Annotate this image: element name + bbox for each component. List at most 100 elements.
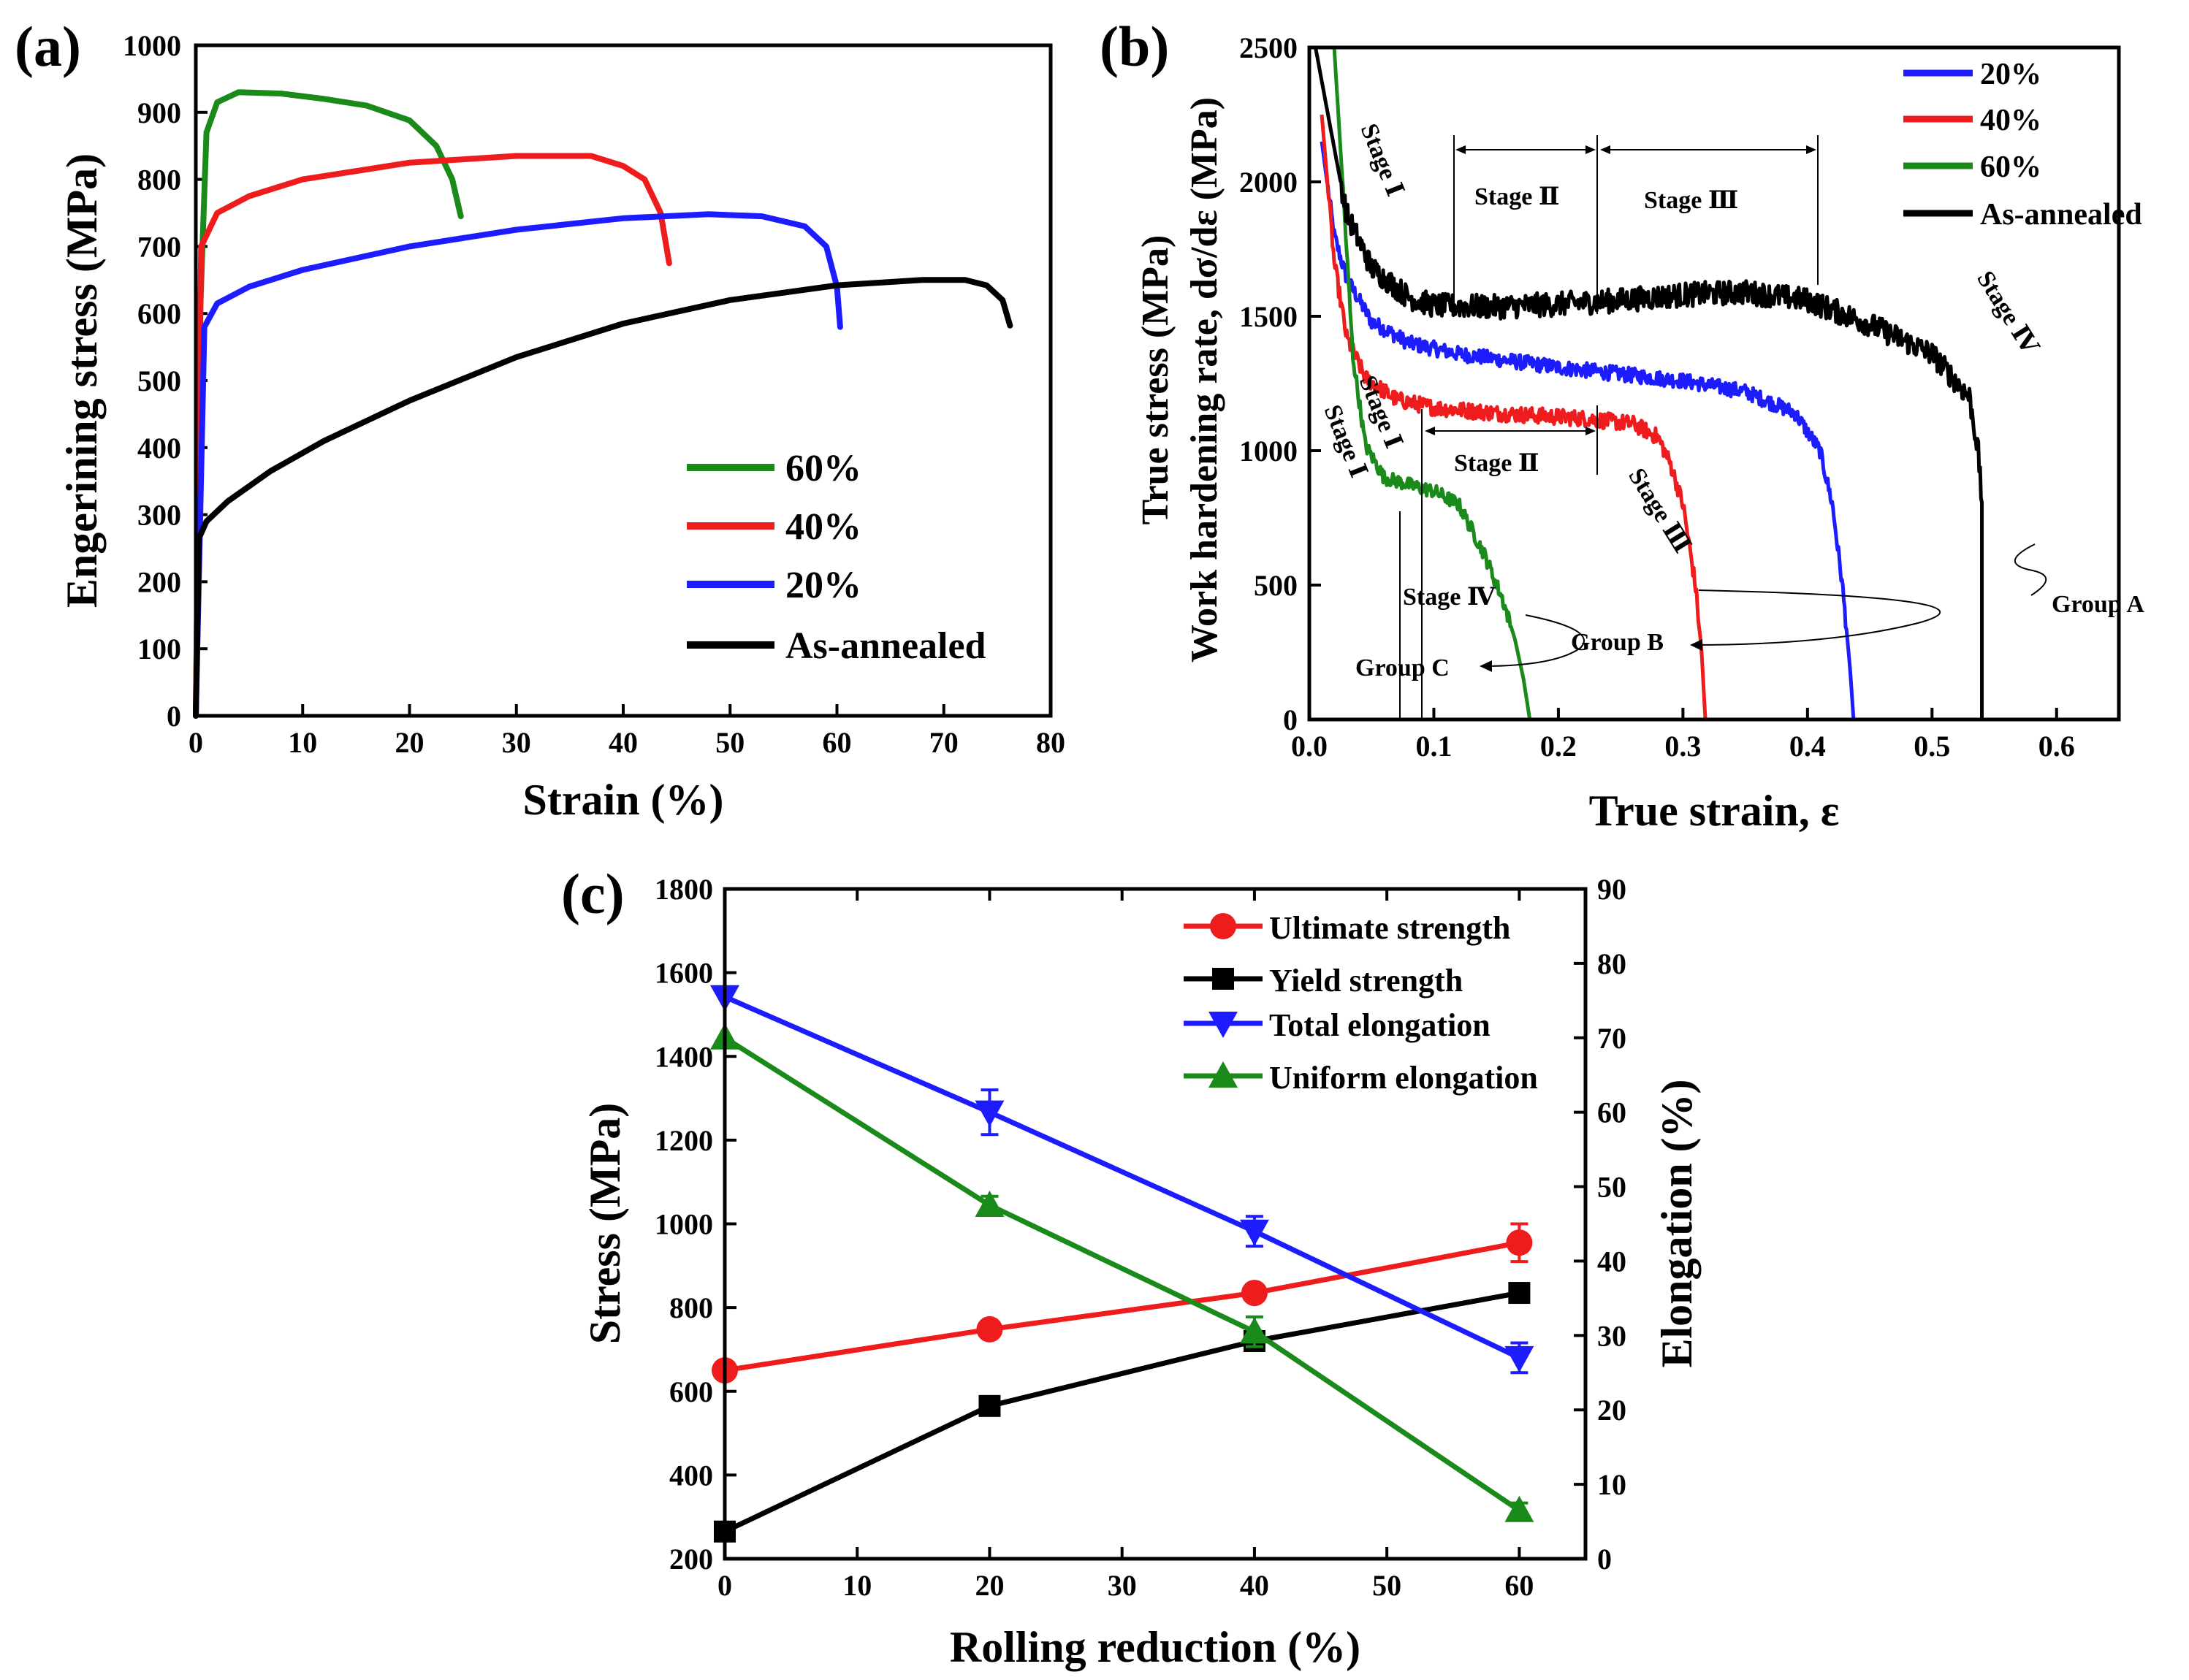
x-tick-label: 0.1 (1415, 730, 1452, 763)
group-c-pointer (1481, 614, 1585, 667)
x-tick-label: 10 (288, 726, 317, 759)
legend-label-40: 40% (1980, 104, 2041, 137)
x-tick-label: 0.3 (1664, 730, 1701, 763)
panel-b-ylabel-line2: Work hardening rate, dσ/dε (MPa) (1184, 97, 1225, 663)
x-tick-label: 0.6 (2038, 730, 2075, 763)
legend-marker-yield-strength (1212, 968, 1234, 990)
x-tick-label: 60 (823, 726, 852, 759)
data-point-ultimate-strength (1241, 1280, 1268, 1307)
x-tick-label: 0.2 (1540, 730, 1577, 763)
y-tick-label: 1200 (655, 1124, 713, 1157)
y-tick-label: 100 (137, 633, 181, 665)
x-tick-label: 50 (1372, 1569, 1401, 1602)
x-tick-label: 20 (395, 726, 425, 759)
stage-guides (1399, 135, 2047, 719)
legend-marker-ultimate-strength (1210, 913, 1236, 939)
panel-c-ylabel-left: Stress (MPa) (581, 1103, 629, 1344)
series-line-yield-strength (723, 1290, 1520, 1534)
data-point-uniform-elongation (975, 1191, 1005, 1218)
series-line-total-elongation (723, 994, 1520, 1361)
y-tick-label: 2500 (1239, 31, 1298, 64)
x-tick-label: 40 (1240, 1569, 1269, 1602)
y-right-tick-label: 90 (1597, 873, 1626, 906)
panel-a-label: (a) (15, 15, 81, 78)
legend-label-yield-strength: Yield strength (1269, 963, 1463, 999)
arrowhead (1600, 145, 1610, 154)
panel-a: (a) 0 10 20 30 40 50 60 70 800100200300400500600… (15, 15, 1065, 824)
arrowhead (1480, 660, 1492, 672)
series-line-40- (193, 153, 672, 719)
y-tick-label: 300 (137, 499, 181, 532)
panel-b-label: (b) (1100, 15, 1169, 78)
y-tick-label: 600 (137, 297, 181, 330)
y-right-tick-label: 20 (1597, 1394, 1626, 1427)
y-right-tick-label: 10 (1597, 1468, 1626, 1501)
stage-iv-black-label: Stage Ⅳ (1971, 267, 2044, 360)
series-line-40- (1320, 114, 1708, 720)
panel-b-xlabel: True strain, ε (1589, 787, 1840, 835)
stage-i-black-label: Stage Ⅰ (1355, 120, 1409, 200)
data-point-total-elongation (975, 1100, 1005, 1127)
y-tick-label: 0 (1283, 703, 1298, 736)
y-tick-label: 1400 (655, 1040, 713, 1073)
y-tick-label: 1600 (655, 957, 713, 990)
arrowhead (1455, 145, 1466, 154)
panel-a-ylabel: Engerining stress (MPa) (58, 153, 106, 608)
x-tick-label: 40 (609, 726, 638, 759)
y-tick-label: 1000 (123, 29, 181, 62)
x-tick-label: 60 (1504, 1569, 1534, 1602)
x-tick-label: 0.5 (1914, 730, 1950, 763)
legend-label-20: 20% (1980, 58, 2041, 91)
series-line-20- (193, 211, 843, 719)
x-tick-label: 10 (842, 1569, 872, 1602)
y-tick-label: 500 (1254, 569, 1298, 602)
legend-label-60: 60% (1980, 150, 2041, 184)
legend-label-as-annealed: As-annealed (785, 625, 986, 667)
legend-label-20: 20% (785, 565, 861, 606)
panel-b-legend: 20% 40% 60% As-annealed (1903, 58, 2142, 232)
data-point-uniform-elongation (1239, 1317, 1269, 1344)
y-tick-label: 1500 (1239, 300, 1298, 333)
y-tick-label: 2000 (1239, 166, 1298, 199)
y-tick-label: 700 (137, 230, 181, 263)
arrowhead (1585, 427, 1596, 435)
legend-label-60: 60% (785, 448, 861, 489)
legend-label-uniform-elongation: Uniform elongation (1269, 1060, 1538, 1096)
series-line-20- (1320, 141, 1856, 720)
y-tick-label: 800 (137, 164, 181, 196)
y-tick-label: 200 (669, 1543, 713, 1576)
data-point-total-elongation (1239, 1219, 1269, 1246)
arrowhead (1585, 145, 1596, 154)
panel-c-ylabel-right: Elongation (%) (1653, 1079, 1701, 1367)
panel-b-ylabel-line1: True stress (MPa) (1135, 235, 1176, 525)
y-right-tick-label: 0 (1597, 1543, 1612, 1576)
panel-c-label: (c) (561, 862, 625, 925)
panel-c-xlabel: Rolling reduction (%) (950, 1623, 1360, 1671)
legend-label-ultimate-strength: Ultimate strength (1269, 910, 1510, 946)
group-b-label: Group B (1571, 629, 1664, 656)
legend-marker-uniform-elongation (1208, 1061, 1238, 1088)
y-tick-label: 600 (669, 1375, 713, 1408)
x-tick-label: 50 (715, 726, 745, 759)
x-tick-label: 70 (929, 726, 959, 759)
panel-b-frame (1307, 45, 2121, 722)
panel-a-frame (194, 43, 1053, 718)
legend-label-as-annealed: As-annealed (1980, 198, 2142, 232)
legend-marker-total-elongation (1208, 1012, 1238, 1038)
y-tick-label: 200 (137, 565, 181, 598)
y-tick-label: 1800 (655, 873, 713, 906)
y-tick-label: 1000 (655, 1208, 713, 1241)
y-tick-label: 0 (167, 700, 181, 733)
legend-label-40: 40% (785, 506, 861, 548)
stage-iii-black-label: Stage Ⅲ (1644, 187, 1738, 214)
data-point-total-elongation (1504, 1345, 1534, 1372)
series-line-as-annealed (193, 277, 1013, 719)
series-line-60- (193, 89, 464, 719)
y-tick-label: 500 (137, 364, 181, 397)
x-tick-label: 0.4 (1789, 730, 1826, 763)
y-tick-label: 900 (137, 96, 181, 129)
group-a-pointer (2014, 543, 2047, 596)
series-line-60- (1332, 47, 1532, 720)
x-tick-label: 0 (189, 726, 203, 759)
y-right-tick-label: 40 (1597, 1245, 1626, 1278)
